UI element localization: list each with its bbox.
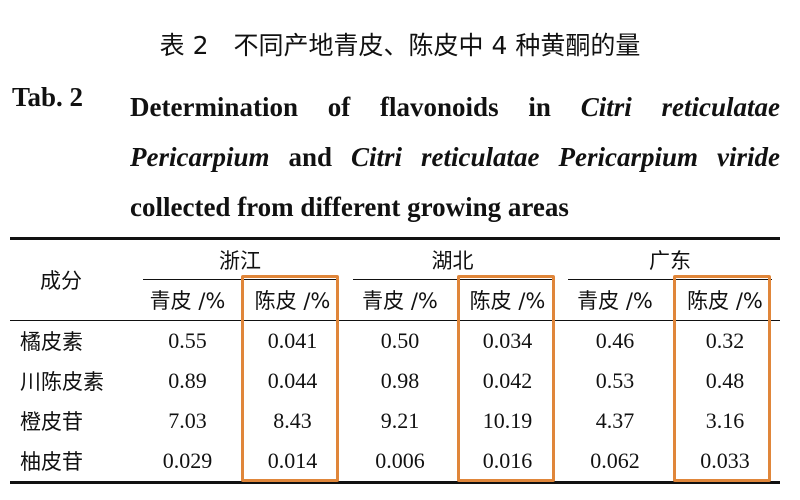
value-cell: 0.014 xyxy=(240,441,345,484)
caption-label: Tab. 2 xyxy=(12,82,84,112)
value-cell: 9.21 xyxy=(380,408,420,433)
value-cell: 7.03 xyxy=(168,408,207,433)
group-name: 湖北 xyxy=(431,249,474,273)
value-cell: 0.53 xyxy=(595,368,635,393)
column-header: 青皮 /% xyxy=(577,289,653,313)
value-cell: 0.034 xyxy=(455,320,560,361)
value-cell: 10.19 xyxy=(482,408,533,433)
caption-zh: 表 2 不同产地青皮、陈皮中 4 种黄酮的量 xyxy=(159,31,641,60)
value-cell: 4.37 xyxy=(595,408,635,433)
group-name: 广东 xyxy=(649,249,691,273)
caption-segment: Citri reticulatae Pericarpium xyxy=(130,92,780,172)
value-cell: 0.016 xyxy=(455,441,560,484)
column-header: 青皮 /% xyxy=(362,289,438,313)
table: 成分 浙江 湖北 广东青皮 /% 陈皮 /% 青皮 /% 陈皮 /% 青皮 /% 陈皮 /% 橘皮… xyxy=(10,237,780,484)
value-cell: 0.044 xyxy=(267,368,318,393)
subheader-row: 青皮 /% 陈皮 /% 青皮 /% 陈皮 /% 青皮 /% 陈皮 /% xyxy=(10,280,780,321)
value-cell: 0.062 xyxy=(560,441,670,484)
group-name: 浙江 xyxy=(219,249,261,273)
row-name: 柚皮苷 xyxy=(10,441,135,484)
highlight-box xyxy=(241,275,339,482)
value-cell: 0.042 xyxy=(482,368,533,393)
highlight-box xyxy=(457,275,555,482)
value-cell: 0.48 xyxy=(705,368,745,393)
group-cell: 湖北 xyxy=(345,237,560,280)
value-cell: 0.50 xyxy=(345,320,455,361)
caption-segment: collected from different growing areas xyxy=(130,192,569,222)
group-rule xyxy=(568,279,772,280)
data-row: 橘皮素 0.55 0.041 0.50 0.034 0.46 0.32 xyxy=(10,320,780,361)
caption-segment: Determination of flavonoids in xyxy=(130,92,581,122)
column-header: 青皮 /% xyxy=(149,289,226,313)
column-header: 陈皮 /% xyxy=(687,289,763,313)
column-header: 陈皮 /% xyxy=(469,289,546,313)
data-row: 川陈皮素 0.89 0.044 0.98 0.042 0.53 0.48 xyxy=(10,361,780,401)
value-cell: 0.89 xyxy=(168,368,207,393)
row-name: 橙皮苷 xyxy=(20,410,83,434)
value-cell: 0.55 xyxy=(135,320,240,361)
caption-segment: and xyxy=(269,142,352,172)
caption-en: Determination of flavonoids in Citri ret… xyxy=(130,82,780,232)
group-rule xyxy=(353,279,552,280)
value-cell: 3.16 xyxy=(705,408,745,433)
value-cell: 0.029 xyxy=(135,441,240,484)
value-cell: 0.98 xyxy=(380,368,420,393)
value-cell: 0.041 xyxy=(240,320,345,361)
value-cell: 0.006 xyxy=(345,441,455,484)
value-cell: 0.32 xyxy=(670,320,780,361)
highlight-box xyxy=(673,275,771,482)
header-row: 成分 浙江 湖北 广东 xyxy=(10,237,780,321)
value-cell: 8.43 xyxy=(273,408,312,433)
row-name: 川陈皮素 xyxy=(20,370,104,394)
group-cell: 浙江 xyxy=(135,237,345,280)
data-row: 柚皮苷 0.029 0.014 0.006 0.016 0.062 0.033 xyxy=(10,441,780,484)
column-header: 陈皮 /% xyxy=(254,289,331,313)
data-row: 橙皮苷 7.03 8.43 9.21 10.19 4.37 3.16 xyxy=(10,401,780,441)
row-name: 橘皮素 xyxy=(10,320,135,361)
group-rule xyxy=(143,279,337,280)
caption-segment: Citri reticulatae Pericarpium viride xyxy=(351,142,780,172)
group-cell: 广东 xyxy=(560,237,780,280)
corner-cell: 成分 xyxy=(10,237,135,321)
value-cell: 0.46 xyxy=(560,320,670,361)
